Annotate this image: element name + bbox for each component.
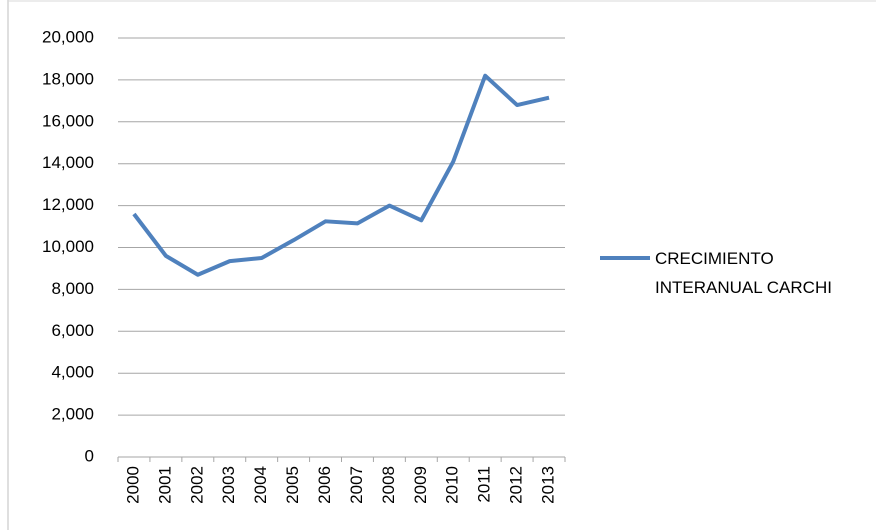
y-tick-label: 4,000 xyxy=(51,363,94,382)
x-tick-label: 2000 xyxy=(123,466,142,504)
y-tick-label: 0 xyxy=(85,446,94,465)
x-tick-label: 2013 xyxy=(539,466,558,504)
y-tick-label: 6,000 xyxy=(51,321,94,340)
y-tick-label: 10,000 xyxy=(42,237,94,256)
y-tick-label: 18,000 xyxy=(42,69,94,88)
y-tick-label: 16,000 xyxy=(42,111,94,130)
x-tick-label: 2001 xyxy=(155,466,174,504)
x-tick-label: 2007 xyxy=(347,466,366,504)
x-tick-label: 2004 xyxy=(251,466,270,504)
y-tick-label: 12,000 xyxy=(42,195,94,214)
legend-label: CRECIMIENTO INTERANUAL CARCHI xyxy=(655,249,832,297)
series-line xyxy=(132,73,550,277)
x-tick-label: 2009 xyxy=(411,466,430,504)
y-tick-label: 2,000 xyxy=(51,405,94,424)
x-tick-label: 2003 xyxy=(219,466,238,504)
y-tick-label: 8,000 xyxy=(51,279,94,298)
x-tick-label: 2006 xyxy=(315,466,334,504)
y-tick-label: 14,000 xyxy=(42,153,94,172)
x-tick-label: 2011 xyxy=(475,466,494,503)
x-tick-label: 2010 xyxy=(443,466,462,504)
x-tick-label: 2008 xyxy=(379,466,398,504)
y-tick-label: 20,000 xyxy=(42,27,94,46)
x-tick-label: 2012 xyxy=(507,466,526,504)
x-tick-label: 2005 xyxy=(283,466,302,504)
x-tick-label: 2002 xyxy=(187,466,206,504)
